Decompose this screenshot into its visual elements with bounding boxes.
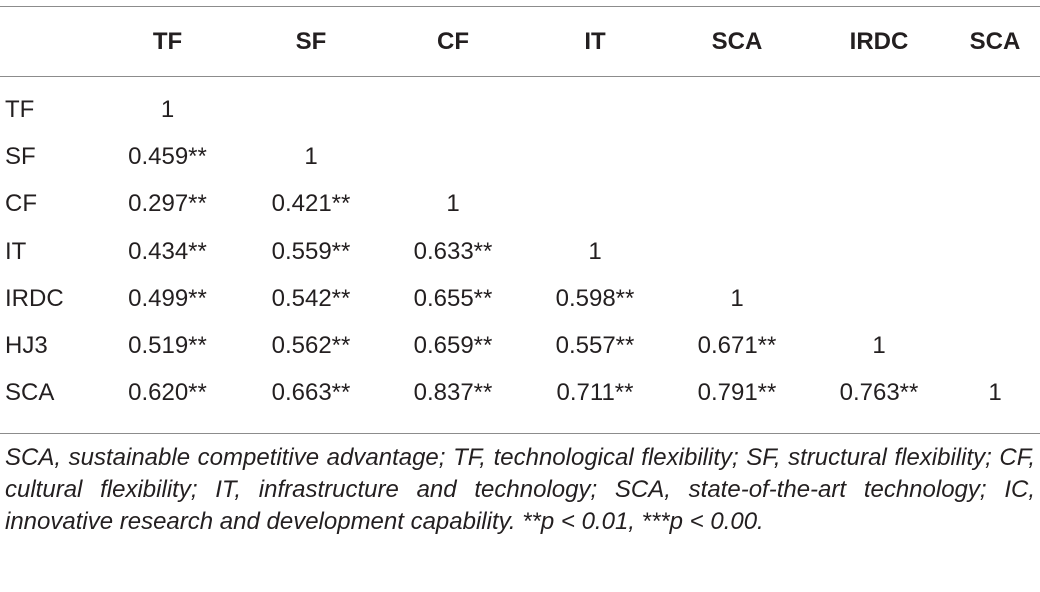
table-cell bbox=[808, 275, 950, 322]
table-cell bbox=[524, 181, 666, 228]
table-cell bbox=[382, 133, 524, 180]
table-row: HJ3 0.519** 0.562** 0.659** 0.557** 0.671** 1 bbox=[0, 322, 1040, 369]
table-cell bbox=[950, 228, 1040, 275]
top-rule bbox=[0, 6, 1040, 7]
row-label: HJ3 bbox=[5, 332, 48, 360]
table-cell bbox=[950, 133, 1040, 180]
table-cell: 0.598** bbox=[555, 284, 635, 312]
table-cell: 1 bbox=[446, 190, 460, 218]
table-cell bbox=[808, 228, 950, 275]
table-cell bbox=[808, 133, 950, 180]
table-cell: 0.434** bbox=[128, 237, 207, 265]
header-cell-empty bbox=[0, 7, 95, 76]
table-cell: 0.542** bbox=[271, 284, 351, 312]
column-header: IT bbox=[584, 27, 606, 55]
column-header: SF bbox=[295, 27, 327, 55]
table-row: SCA 0.620** 0.663** 0.837** 0.711** 0.791** 0.… bbox=[0, 370, 1040, 417]
table-cell bbox=[950, 76, 1040, 133]
bottom-rule bbox=[0, 433, 1040, 434]
column-header: SCA bbox=[711, 27, 763, 55]
table-cell: 1 bbox=[160, 95, 175, 123]
table-cell bbox=[950, 322, 1040, 369]
table-cell bbox=[524, 133, 666, 180]
table-cell: 0.711** bbox=[556, 379, 634, 407]
table-row: SF 0.459** 1 bbox=[0, 133, 1040, 180]
table-cell: 0.297** bbox=[128, 190, 207, 218]
table-cell bbox=[666, 181, 808, 228]
column-header: CF bbox=[437, 27, 469, 55]
table-cell: 0.663** bbox=[271, 379, 351, 407]
row-label: IT bbox=[5, 237, 27, 265]
table-cell: 1 bbox=[988, 379, 1002, 407]
table-cell: 1 bbox=[730, 284, 744, 312]
header-row: TF SF CF IT SCA IRDC SCA bbox=[0, 7, 1040, 76]
table-row: TF 1 bbox=[0, 76, 1040, 133]
row-label: CF bbox=[5, 190, 37, 218]
table-footnote: SCA, sustainable competitive advantage; … bbox=[5, 444, 1035, 535]
column-header: SCA bbox=[969, 27, 1021, 55]
row-label: IRDC bbox=[5, 284, 64, 312]
table-body: TF 1 SF 0.459** 1 CF 0.297** 0.421** 1 IT 0.434** 0… bbox=[0, 76, 1040, 417]
header-rule bbox=[0, 76, 1040, 77]
table-cell bbox=[950, 181, 1040, 228]
table-cell: 0.562** bbox=[271, 332, 351, 360]
column-header: TF bbox=[152, 27, 183, 55]
table-row: IRDC 0.499** 0.542** 0.655** 0.598** 1 bbox=[0, 275, 1040, 322]
row-label: TF bbox=[5, 95, 35, 123]
table-cell: 1 bbox=[872, 332, 886, 360]
table-cell bbox=[808, 181, 950, 228]
table-cell: 0.459** bbox=[128, 142, 207, 170]
table-cell: 0.499** bbox=[128, 284, 207, 312]
column-header: IRDC bbox=[849, 27, 909, 55]
table-cell: 1 bbox=[304, 142, 318, 170]
table-cell: 0.837** bbox=[413, 379, 493, 407]
table-cell bbox=[808, 76, 950, 133]
table-cell bbox=[382, 76, 524, 133]
table-cell: 0.655** bbox=[413, 284, 493, 312]
table-cell bbox=[666, 228, 808, 275]
row-label: SF bbox=[5, 142, 36, 170]
table-cell: 1 bbox=[588, 237, 602, 265]
table-cell bbox=[950, 275, 1040, 322]
table-cell: 0.620** bbox=[128, 379, 207, 407]
row-label: SCA bbox=[5, 379, 55, 407]
table-cell bbox=[240, 76, 382, 133]
table-cell: 0.763** bbox=[839, 379, 919, 407]
table-cell: 0.557** bbox=[555, 332, 635, 360]
table-cell: 0.659** bbox=[413, 332, 493, 360]
table-cell bbox=[666, 76, 808, 133]
table-cell: 0.791** bbox=[697, 379, 777, 407]
table-cell: 0.421** bbox=[271, 190, 351, 218]
table-cell: 0.633** bbox=[413, 237, 493, 265]
table-cell bbox=[524, 76, 666, 133]
table-row: IT 0.434** 0.559** 0.633** 1 bbox=[0, 228, 1040, 275]
table-cell: 0.559** bbox=[271, 237, 351, 265]
table-row: CF 0.297** 0.421** 1 bbox=[0, 181, 1040, 228]
table-cell: 0.671** bbox=[697, 332, 777, 360]
correlation-table: TF SF CF IT SCA IRDC SCA TF 1 SF 0.459** 1 CF 0.297*… bbox=[0, 7, 1040, 417]
table-cell: 0.519** bbox=[128, 332, 207, 360]
table-cell bbox=[666, 133, 808, 180]
